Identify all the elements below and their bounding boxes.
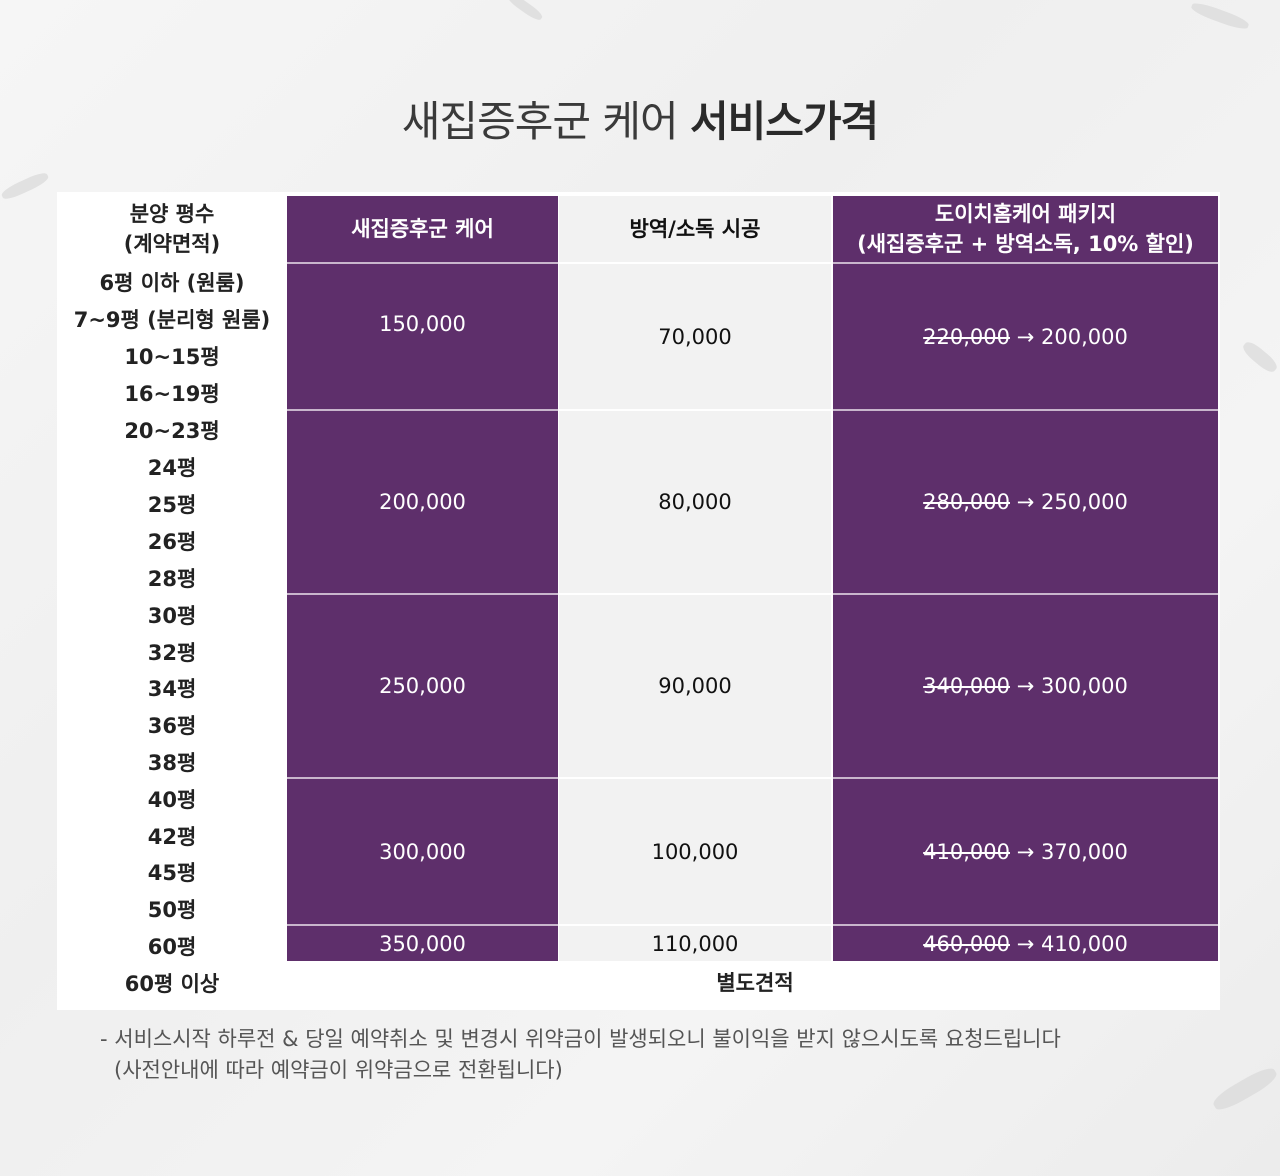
package-original-price: 280,000 (923, 490, 1010, 514)
care-price: 250,000 (379, 674, 466, 698)
row-divider (833, 924, 1218, 926)
size-label: 30평 (147, 603, 197, 628)
disinfection-price: 90,000 (658, 674, 732, 698)
package-discount-price: 300,000 (1040, 674, 1128, 698)
package-price-cell: 410,000 → 370,000 (833, 779, 1218, 924)
care-price-cell: 200,000 (287, 411, 558, 593)
package-discount-price: 250,000 (1040, 490, 1128, 514)
header-care: 새집증후군 케어 (287, 196, 558, 262)
care-price-cell: 350,000 (287, 926, 558, 961)
row-divider (833, 777, 1218, 779)
care-price: 200,000 (379, 490, 466, 514)
cancellation-notice: - 서비스시작 하루전 & 당일 예약취소 및 변경시 위약금이 발생되오니 불… (100, 1024, 1220, 1086)
arrow: → (1016, 674, 1035, 698)
header-disinfection: 방역/소독 시공 (559, 196, 831, 262)
size-label: 32평 (147, 640, 197, 665)
header-size-line1: 분양 평수 (129, 202, 215, 226)
size-label: 7~9평 (분리형 원룸) (73, 307, 271, 332)
disinfection-price-cell: 100,000 (559, 779, 831, 924)
package-price-cell: 340,000 → 300,000 (833, 595, 1218, 777)
disinfection-price: 110,000 (651, 931, 739, 956)
header-care-label: 새집증후군 케어 (351, 217, 494, 241)
size-label: 25평 (147, 492, 197, 517)
care-price: 150,000 (379, 311, 466, 336)
title-part-1: 새집증후군 케어 (401, 97, 679, 146)
package-original-price: 220,000 (923, 325, 1010, 349)
package-original-price: 460,000 (923, 931, 1010, 956)
arrow: → (1016, 325, 1035, 349)
package-discount-price: 410,000 (1040, 931, 1128, 956)
size-label: 24평 (147, 455, 197, 480)
package-discount-price: 200,000 (1040, 325, 1128, 349)
size-label: 40평 (147, 787, 197, 812)
size-label: 42평 (147, 824, 197, 849)
row-divider (833, 409, 1218, 411)
size-label-over: 60평 이상 (124, 971, 220, 996)
package-original-price: 340,000 (923, 674, 1010, 698)
size-label: 38평 (147, 750, 197, 775)
care-price-cell: 250,000 (287, 595, 558, 777)
row-divider (559, 924, 831, 926)
size-label: 60평 (147, 934, 197, 959)
care-price-cell: 150,000 (287, 264, 558, 410)
package-price-cell: 220,000 → 200,000 (833, 264, 1218, 410)
size-label: 50평 (147, 897, 197, 922)
disinfection-price-cell: 90,000 (559, 595, 831, 777)
row-divider (833, 262, 1218, 264)
package-price-cell: 460,000 → 410,000 (833, 926, 1218, 961)
package-original-price: 410,000 (923, 839, 1010, 864)
disinfection-price-cell: 110,000 (559, 926, 831, 961)
header-package: 도이치홈케어 패키지 (새집증후군 + 방역소독, 10% 할인) (833, 196, 1218, 262)
size-label: 36평 (147, 713, 197, 738)
header-size: 분양 평수 (계약면적) (57, 196, 287, 262)
disinfection-price: 80,000 (658, 490, 732, 514)
disinfection-price-cell: 70,000 (559, 264, 831, 410)
size-label: 28평 (147, 566, 197, 591)
size-label: 16~19평 (124, 381, 220, 406)
row-divider (287, 924, 558, 926)
size-label: 6평 이하 (원룸) (99, 270, 245, 295)
size-label: 34평 (147, 676, 197, 701)
row-divider (559, 593, 831, 595)
header-package-line1: 도이치홈케어 패키지 (934, 202, 1117, 226)
row-divider (833, 593, 1218, 595)
arrow: → (1016, 490, 1035, 514)
row-divider (287, 593, 558, 595)
size-label: 20~23평 (124, 418, 220, 443)
notice-line-1: - 서비스시작 하루전 & 당일 예약취소 및 변경시 위약금이 발생되오니 불… (100, 1027, 1061, 1051)
arrow: → (1016, 931, 1035, 956)
row-divider (559, 409, 831, 411)
separate-estimate: 별도견적 (559, 964, 951, 1001)
package-discount-price: 370,000 (1040, 839, 1128, 864)
disinfection-price: 100,000 (651, 839, 739, 864)
row-divider (559, 777, 831, 779)
row-divider (287, 777, 558, 779)
row-divider (287, 409, 558, 411)
care-price-cell: 300,000 (287, 779, 558, 924)
row-divider (287, 262, 558, 264)
page-title: 새집증후군 케어 서비스가격 (0, 88, 1280, 149)
header-disinfection-label: 방역/소독 시공 (629, 217, 761, 241)
title-part-2: 서비스가격 (690, 97, 879, 146)
price-table: 분양 평수 (계약면적) 새집증후군 케어 방역/소독 시공 도이치홈케어 패키… (57, 192, 1220, 1010)
header-size-line2: (계약면적) (123, 232, 221, 256)
disinfection-price-cell: 80,000 (559, 411, 831, 593)
header-package-line2: (새집증후군 + 방역소독, 10% 할인) (857, 232, 1194, 256)
package-price-cell: 280,000 → 250,000 (833, 411, 1218, 593)
arrow: → (1016, 839, 1035, 864)
size-label: 26평 (147, 529, 197, 554)
size-label: 45평 (147, 860, 197, 885)
separate-estimate-label: 별도견적 (716, 970, 794, 995)
care-price: 300,000 (379, 839, 466, 864)
size-label: 10~15평 (124, 344, 220, 369)
disinfection-price: 70,000 (658, 325, 732, 349)
care-price: 350,000 (379, 931, 466, 956)
notice-line-2: (사전안내에 따라 예약금이 위약금으로 전환됩니다) (114, 1058, 563, 1082)
